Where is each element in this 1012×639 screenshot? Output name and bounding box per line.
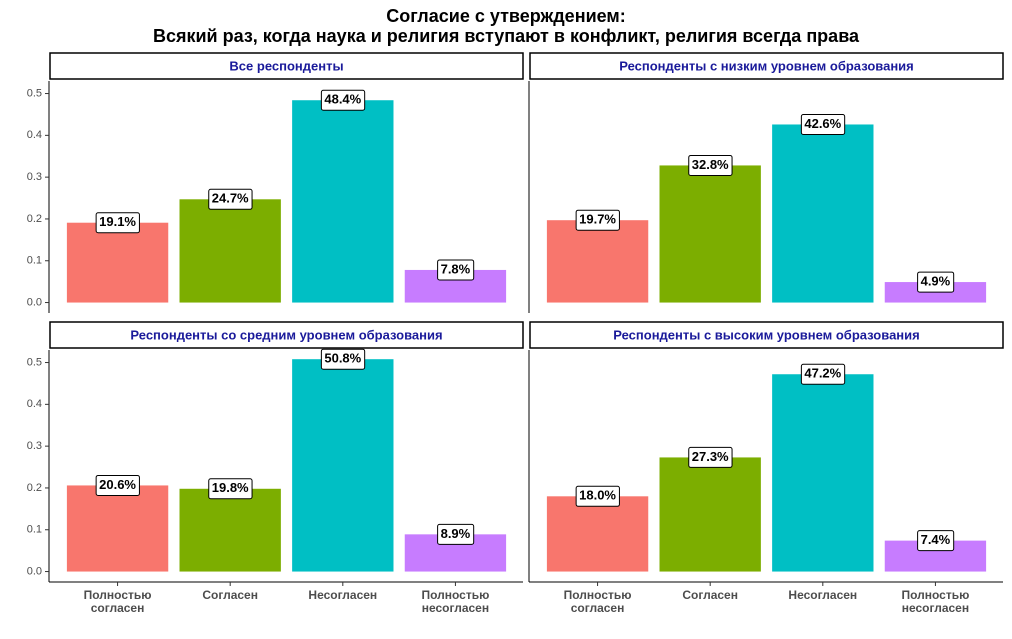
value-label-box: [575, 485, 620, 507]
bar: [66, 222, 169, 303]
chart-title: Согласие с утверждением:: [386, 6, 625, 26]
value-label-box: [800, 363, 846, 385]
value-label-box: [688, 446, 733, 468]
strip: [49, 52, 524, 80]
y-tick-label: 0.4: [27, 129, 42, 141]
value-label-box: [917, 271, 955, 293]
bar: [179, 199, 281, 303]
value-label-box: [437, 523, 475, 545]
value-label: 19.1%: [99, 214, 136, 229]
y-tick-label: 0.3: [27, 440, 42, 452]
y-tick-label: 0.5: [27, 356, 42, 368]
value-label-box: [575, 209, 620, 231]
value-label: 4.9%: [921, 274, 951, 289]
x-tick-label: Полностью согласен: [83, 588, 152, 615]
x-tick-label: Полностью согласен: [563, 588, 632, 615]
bar: [546, 220, 649, 303]
value-label: 20.6%: [99, 477, 136, 492]
panel-title: Все респонденты: [229, 58, 343, 73]
x-tick-label: Полностью несогласен: [421, 588, 490, 615]
value-label: 27.3%: [692, 449, 729, 464]
value-label-box: [320, 89, 366, 111]
value-label-box: [320, 348, 366, 370]
panel-title: Респонденты со средним уровнем образован…: [130, 327, 442, 342]
bar: [292, 100, 394, 303]
y-tick-label: 0.4: [27, 398, 42, 410]
value-label-box: [95, 474, 140, 496]
panel-title: Респонденты с низким уровнем образования: [619, 58, 914, 73]
y-tick-label: 0.2: [27, 213, 42, 225]
y-tick-label: 0.0: [27, 565, 42, 577]
value-label-box: [95, 212, 140, 234]
value-label: 7.4%: [921, 532, 951, 547]
x-tick-label: Согласен: [682, 588, 738, 602]
y-tick-label: 0.3: [27, 171, 42, 183]
x-tick-label: Согласен: [202, 588, 258, 602]
bar: [772, 124, 874, 303]
strip: [49, 321, 524, 349]
x-tick-label: Несогласен: [308, 588, 378, 602]
y-tick-label: 0.1: [27, 524, 42, 536]
bar: [292, 359, 394, 572]
y-tick-label: 0.0: [27, 296, 42, 308]
y-tick-label: 0.2: [27, 482, 42, 494]
value-label: 48.4%: [324, 92, 361, 107]
value-label: 7.8%: [441, 261, 471, 276]
y-tick-label: 0.5: [27, 87, 42, 99]
x-tick-label: Полностью несогласен: [901, 588, 970, 615]
bar: [66, 485, 169, 572]
value-label: 32.8%: [692, 157, 729, 172]
x-tick-label: Несогласен: [788, 588, 858, 602]
strip: [529, 52, 1004, 80]
value-label-box: [437, 259, 475, 281]
value-label-box: [917, 530, 955, 552]
value-label: 47.2%: [804, 366, 841, 381]
value-label: 8.9%: [441, 526, 471, 541]
bar: [659, 457, 761, 572]
bar: [179, 488, 281, 572]
chart-subtitle: Всякий раз, когда наука и религия вступа…: [153, 26, 860, 46]
value-label-box: [208, 188, 253, 210]
value-label: 18.0%: [579, 488, 616, 503]
value-label: 42.6%: [804, 116, 841, 131]
panel-title: Респонденты с высоким уровнем образовани…: [613, 327, 919, 342]
value-label-box: [688, 154, 733, 176]
bar: [546, 496, 649, 572]
value-label: 24.7%: [212, 191, 249, 206]
value-label-box: [208, 478, 253, 500]
value-label: 19.7%: [579, 212, 616, 227]
value-label-box: [800, 113, 846, 135]
value-label: 50.8%: [324, 351, 361, 366]
bar: [772, 374, 874, 572]
strip: [529, 321, 1004, 349]
bar: [659, 165, 761, 303]
value-label: 19.8%: [212, 480, 249, 495]
y-tick-label: 0.1: [27, 255, 42, 267]
